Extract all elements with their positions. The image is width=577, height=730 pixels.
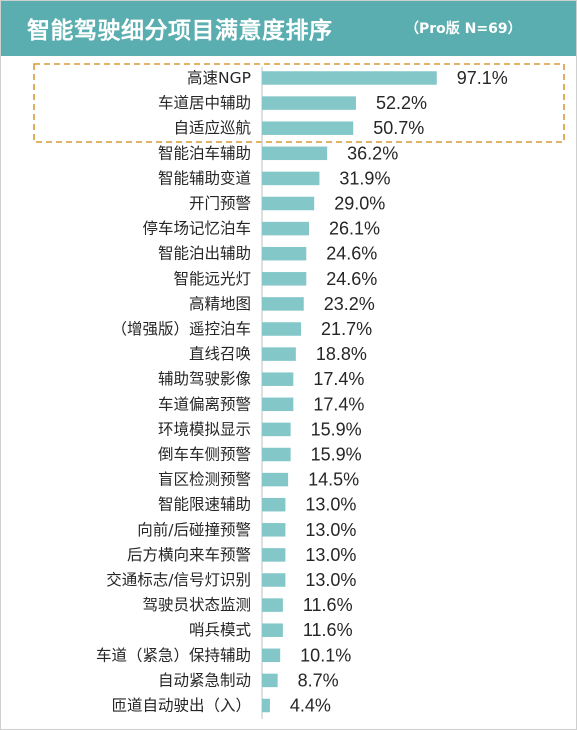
bar [262,497,286,512]
bar [262,673,278,688]
category-label: 智能辅助变道 [158,169,251,187]
category-label: 后方横向来车预警 [127,546,251,564]
bar [262,71,437,85]
category-label: 自动紧急制动 [158,671,251,689]
value-label: 26.1% [329,219,380,239]
value-label: 24.6% [326,269,377,289]
value-label: 23.2% [324,294,375,314]
value-label: 24.6% [326,244,377,264]
category-label: 高精地图 [189,295,251,313]
value-label: 18.8% [316,344,367,364]
value-label: 13.0% [305,545,356,565]
category-label: 向前/后碰撞预警 [137,521,251,539]
category-label: 直线召唤 [189,345,251,363]
value-label: 15.9% [311,419,362,439]
value-label: 13.0% [305,520,356,540]
category-label: 智能泊出辅助 [158,245,251,263]
bar [262,573,286,587]
category-label: 停车场记忆泊车 [142,220,251,238]
bar [262,246,307,261]
bar [262,272,307,286]
category-label: （增强版）遥控泊车 [111,320,251,338]
top-three-highlight-box [33,63,565,143]
value-label: 4.4% [290,696,331,716]
bar [262,397,294,412]
bar [262,548,286,562]
category-label: 智能限速辅助 [158,496,251,514]
value-label: 29.0% [334,194,385,214]
chart-title: 智能驾驶细分项目满意度排序 [27,18,333,44]
value-label: 31.9% [339,168,390,188]
bar [262,598,283,612]
bar [262,121,354,135]
value-label: 52.2% [376,93,427,113]
bar [262,196,315,211]
category-label: 开门预警 [189,195,251,213]
bar [262,623,283,637]
category-label: 车道偏离预警 [158,395,251,413]
bar [262,146,328,161]
bar [262,523,286,537]
bar [262,221,309,236]
value-label: 8.7% [298,670,339,690]
chart-subtitle: （Pro版 N=69） [405,21,522,37]
category-label: 高速NGP [187,69,251,87]
value-label: 17.4% [313,394,364,414]
category-label: 车道居中辅助 [158,94,251,112]
bar [262,698,270,713]
category-label: 哨兵模式 [189,621,251,639]
bar [262,322,302,336]
value-label: 13.0% [305,495,356,515]
category-label: 辅助驾驶影像 [158,370,252,388]
value-label: 17.4% [313,369,364,389]
chart-header: 智能驾驶细分项目满意度排序 （Pro版 N=69） [1,1,576,56]
value-label: 15.9% [311,445,362,465]
category-label: 智能远光灯 [173,270,251,288]
bar [262,472,289,487]
bars-layer: 高速NGP 97.1% 车道居中辅助 52.2% 自适应巡航 50.7% 智能泊车辅助 36.… [96,68,508,716]
category-label: 环境模拟显示 [158,419,251,438]
value-label: 14.5% [308,470,359,490]
category-label: 自适应巡航 [173,118,251,137]
bar [262,171,320,186]
category-label: 匝道自动驶出（入） [111,697,251,715]
category-label: 盲区检测预警 [158,471,251,489]
value-label: 21.7% [321,319,372,339]
bar [262,96,356,110]
bar [262,297,304,311]
category-label: 驾驶员状态监测 [142,596,251,614]
value-label: 50.7% [373,118,424,138]
bar [262,372,294,386]
value-label: 11.6% [303,620,353,640]
value-label: 97.1% [457,68,508,88]
category-label: 智能泊车辅助 [158,144,251,162]
category-label: 交通标志/信号灯识别 [106,571,251,589]
bar [262,648,281,663]
value-label: 11.6% [303,595,353,615]
category-label: 车道（紧急）保持辅助 [96,646,251,664]
value-label: 10.1% [300,645,351,665]
bar [262,347,296,361]
category-label: 倒车车侧预警 [158,446,251,464]
value-label: 13.0% [305,570,356,590]
bar [262,447,291,462]
value-label: 36.2% [347,143,398,163]
bar [262,422,291,437]
